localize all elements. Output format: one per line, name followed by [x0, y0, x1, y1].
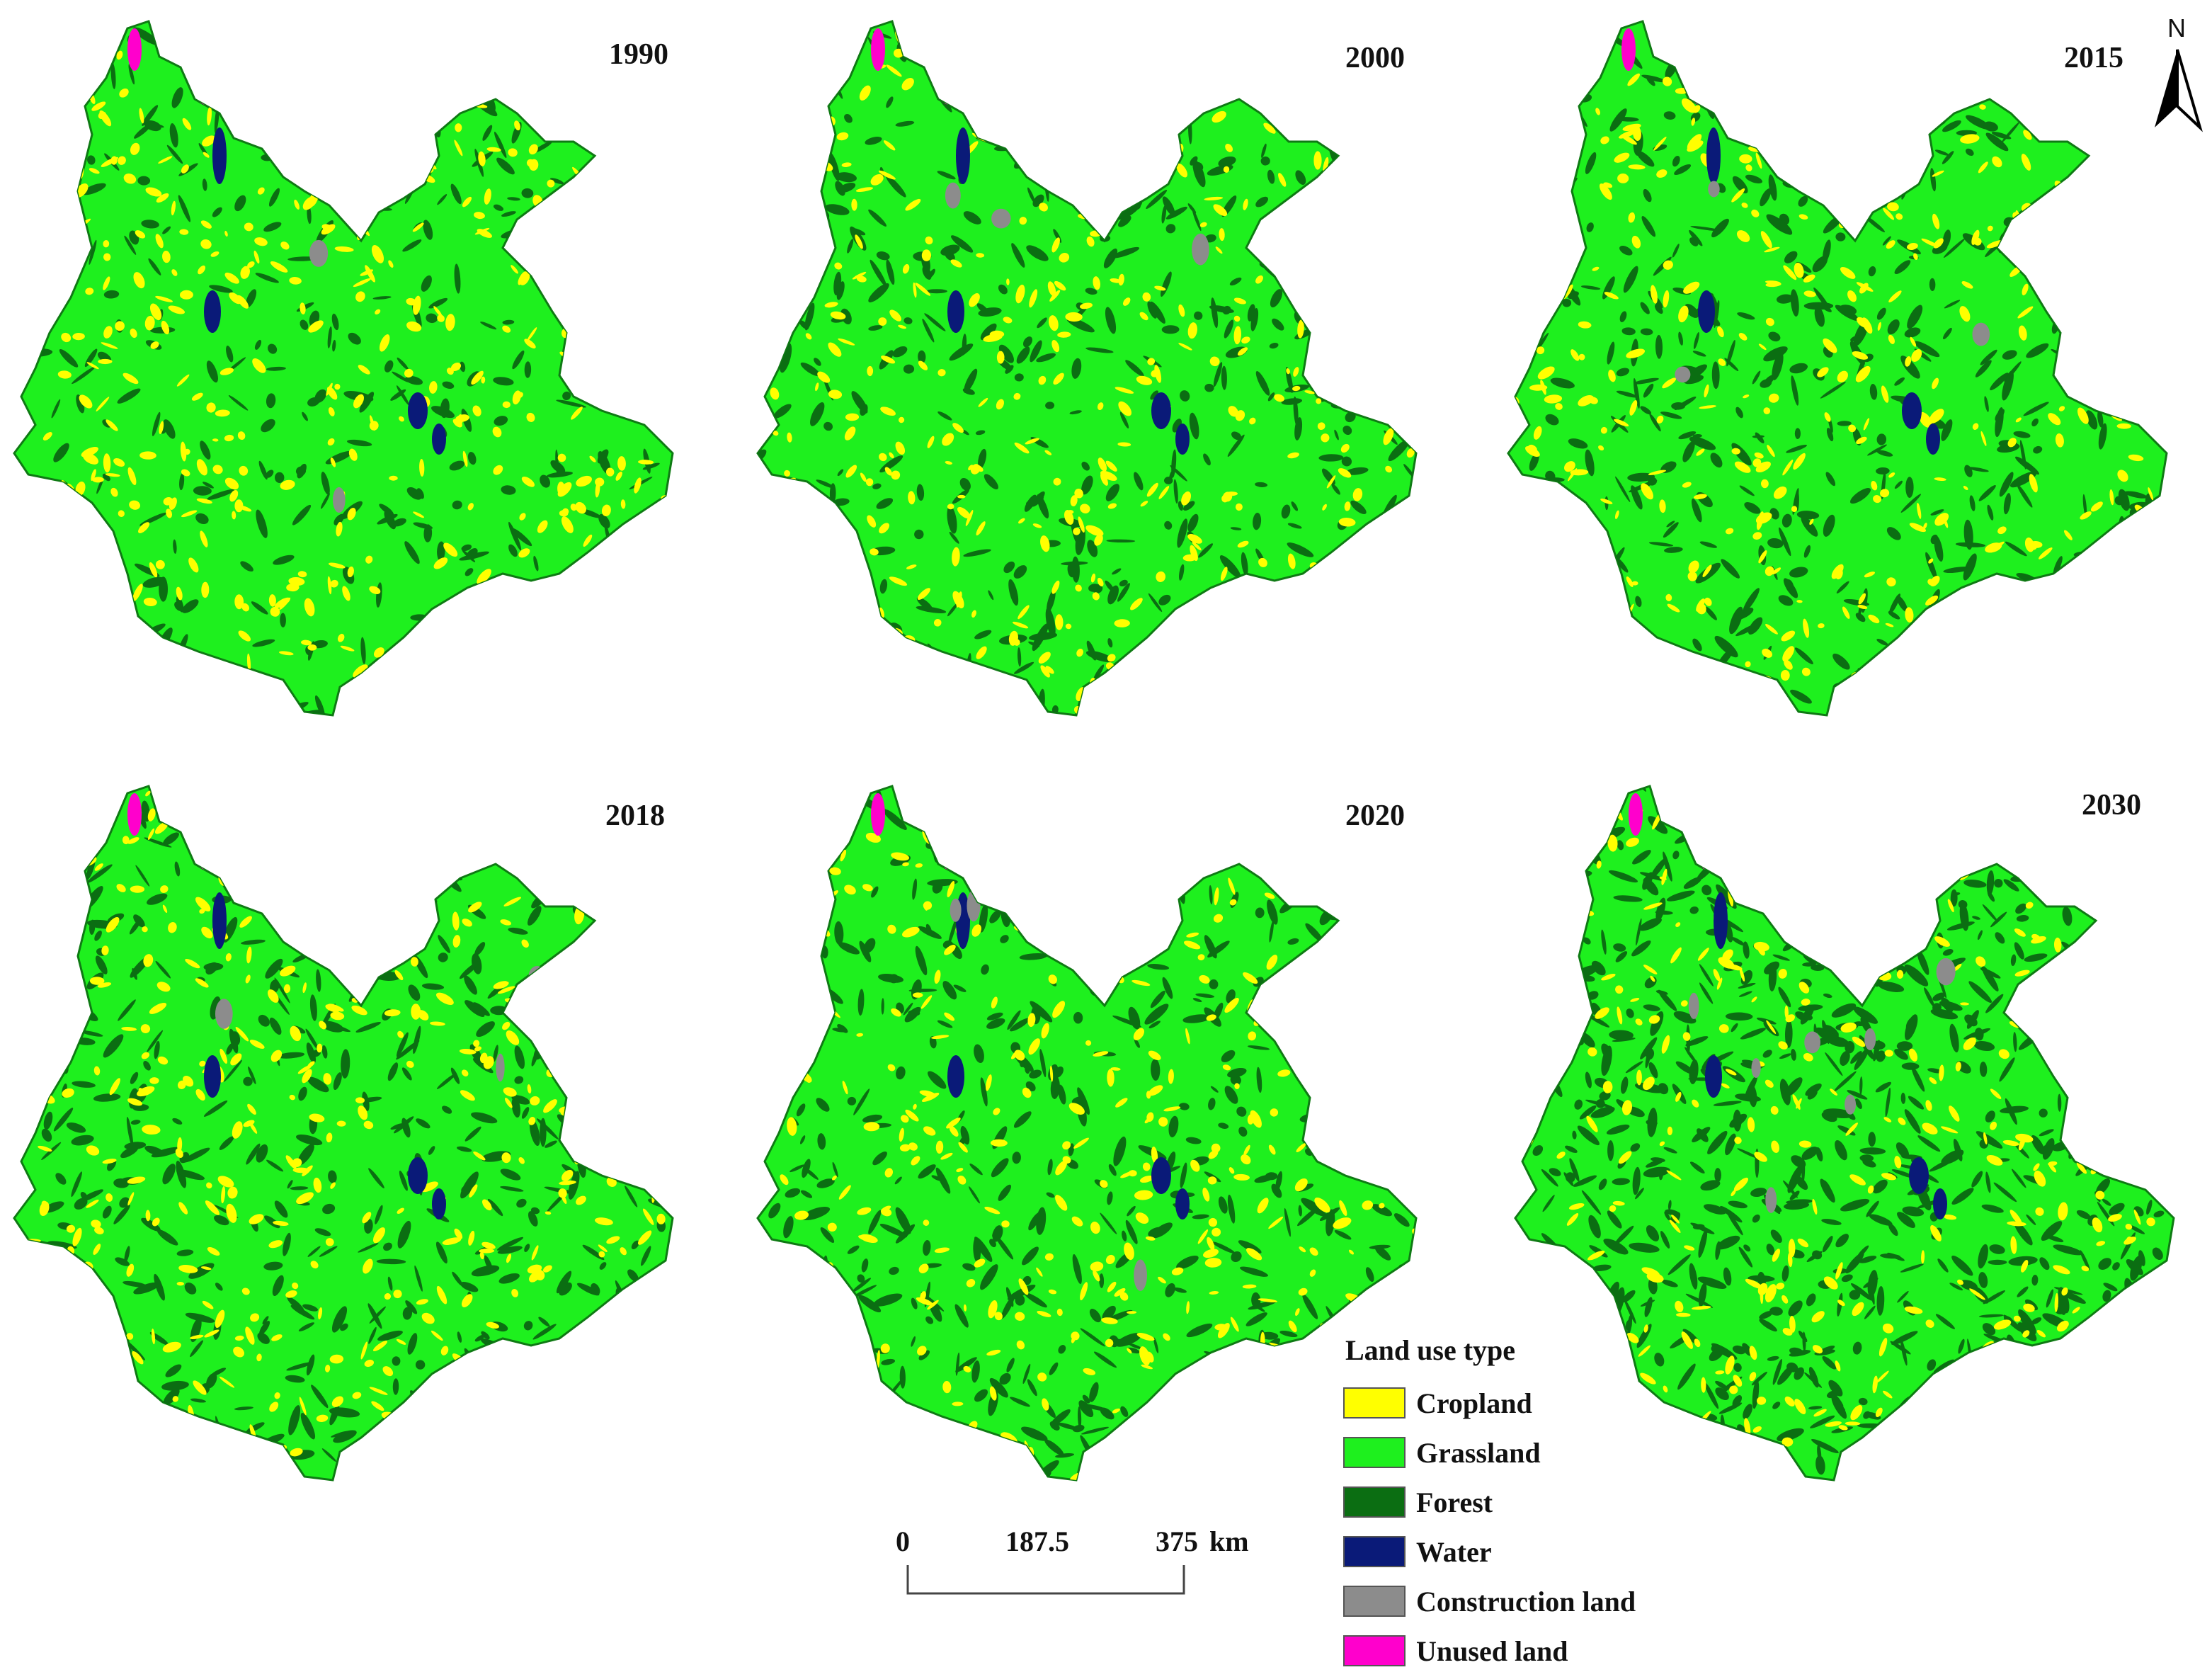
legend-label: Cropland: [1416, 1387, 1532, 1419]
legend-label: Unused land: [1416, 1635, 1568, 1667]
scale-tick-187-5: 187.5: [1005, 1525, 1069, 1557]
year-label-2020: 2020: [1345, 800, 1405, 832]
legend-swatch: [1343, 1536, 1406, 1567]
map-panels: [13, 20, 2175, 1482]
scale-bar: 0 187.5 375 km: [896, 1525, 1249, 1595]
province-grassland-base: [756, 20, 1418, 717]
map-panel-2018: [13, 785, 674, 1482]
map-panel-2030: [1514, 785, 2175, 1482]
legend-item-forest: Forest: [1343, 1486, 1493, 1518]
province-grassland-base: [1507, 20, 2168, 717]
legend-item-grassland: Grassland: [1343, 1437, 1541, 1469]
legend-swatch: [1343, 1437, 1406, 1468]
province-grassland-base: [13, 785, 674, 1482]
legend-label: Construction land: [1416, 1586, 1636, 1618]
scale-unit: km: [1209, 1525, 1249, 1557]
map-panel-2000: [756, 20, 1418, 717]
legend-title: Land use type: [1345, 1334, 1515, 1366]
north-label: N: [2167, 13, 2186, 42]
legend-swatch: [1343, 1586, 1406, 1617]
map-panel-2015: [1507, 20, 2168, 717]
map-panel-1990: [13, 20, 674, 717]
legend-item-construction-land: Construction land: [1343, 1586, 1636, 1618]
legend-swatch: [1343, 1486, 1406, 1518]
province-grassland-base: [756, 785, 1418, 1482]
scale-tick-0: 0: [896, 1525, 910, 1557]
legend: Land use type Cropland Grassland Forest Wat…: [1343, 1334, 1636, 1667]
year-labels: 1990 2000 2015 2018 2020 2030: [605, 38, 2141, 832]
map-panel-2020: [756, 785, 1418, 1482]
legend-label: Water: [1416, 1536, 1492, 1568]
legend-swatch: [1343, 1387, 1406, 1419]
legend-label: Forest: [1416, 1486, 1493, 1518]
year-label-1990: 1990: [609, 38, 668, 71]
province-grassland-base: [13, 20, 674, 717]
legend-item-cropland: Cropland: [1343, 1387, 1532, 1419]
year-label-2000: 2000: [1345, 42, 1405, 74]
year-label-2018: 2018: [605, 800, 665, 832]
legend-item-unused-land: Unused land: [1343, 1635, 1568, 1667]
year-label-2015: 2015: [2064, 42, 2123, 74]
north-arrow-icon: N: [2155, 13, 2203, 132]
scale-tick-375: 375: [1156, 1525, 1198, 1557]
legend-item-water: Water: [1343, 1536, 1492, 1568]
year-label-2030: 2030: [2082, 789, 2141, 822]
legend-swatch: [1343, 1635, 1406, 1666]
legend-label: Grassland: [1416, 1437, 1541, 1469]
scale-bar-line: [906, 1565, 1185, 1595]
